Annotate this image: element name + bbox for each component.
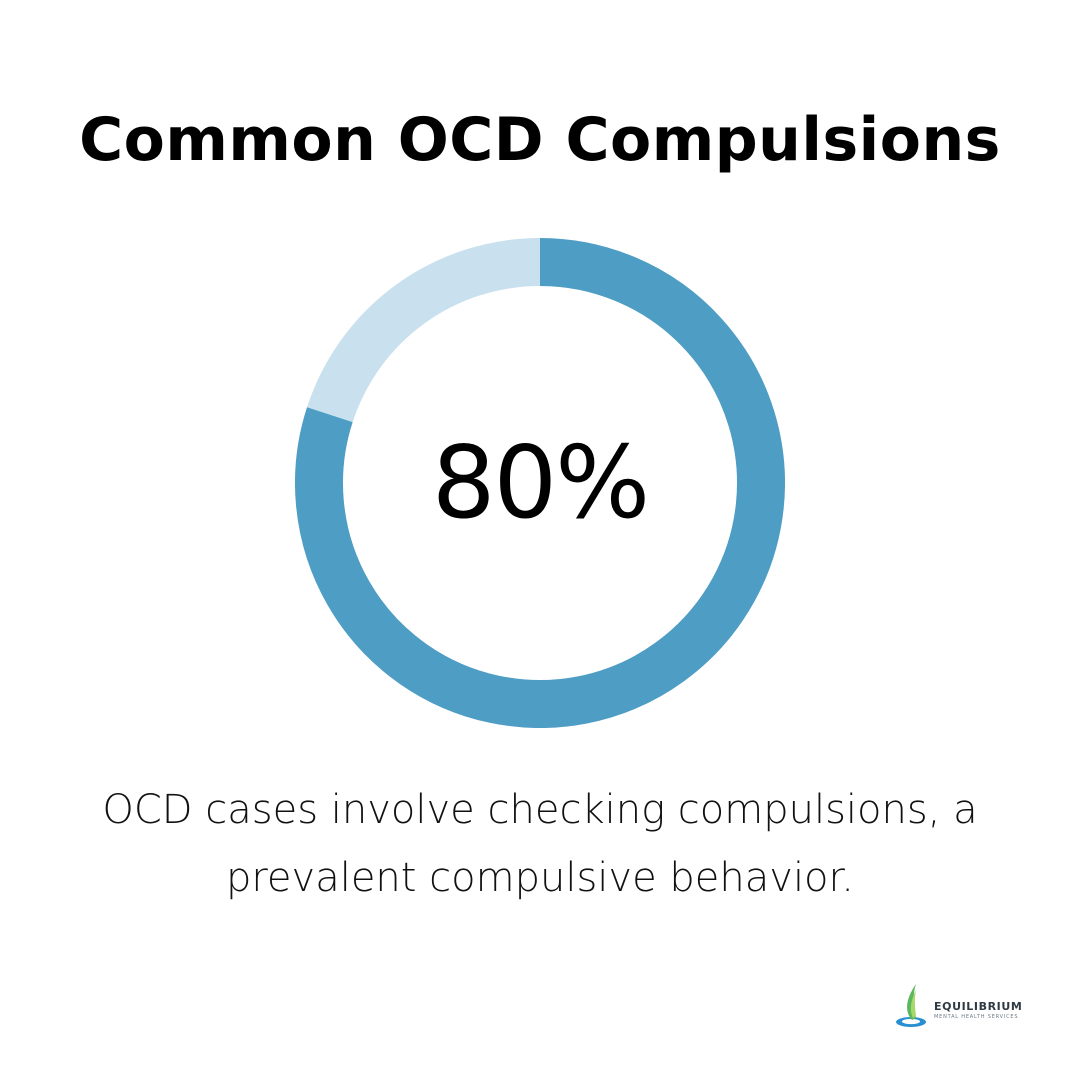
percentage-value: 80%: [431, 424, 650, 541]
brand-logo: EQUILIBRIUM MENTAL HEALTH SERVICES: [894, 980, 1034, 1030]
logo-tagline: MENTAL HEALTH SERVICES: [934, 1014, 1019, 1020]
leaf-droplet-icon: [896, 984, 926, 1027]
description-text: OCD cases involve checking compulsions, …: [102, 787, 978, 901]
donut-chart: 80%: [295, 238, 785, 728]
donut-chart-svg: [295, 238, 785, 728]
page-title: Common OCD Compulsions: [79, 105, 1001, 175]
donut-remaining-segment: [306, 238, 541, 423]
logo-name: EQUILIBRIUM: [934, 1000, 1023, 1013]
donut-value-segment: [295, 238, 785, 728]
